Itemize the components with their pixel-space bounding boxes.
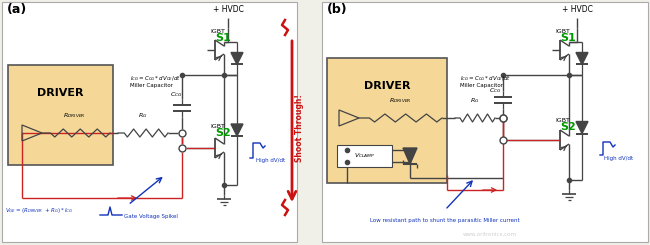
Text: + HVDC: + HVDC [562,5,592,14]
Text: IGBT: IGBT [210,29,225,34]
Text: S1: S1 [560,33,576,43]
Text: DRIVER: DRIVER [364,81,410,91]
Text: IGBT: IGBT [555,118,570,123]
Text: + HVDC: + HVDC [213,5,244,14]
Polygon shape [576,122,588,134]
Text: DRIVER: DRIVER [37,88,84,98]
Text: High dV/dt: High dV/dt [604,156,633,161]
Text: www.oritronics.com: www.oritronics.com [463,232,517,237]
Text: Gate Voltage Spikel: Gate Voltage Spikel [124,214,178,219]
Text: $I_{CG}=C_{CG}*dV_{CE}/dt$: $I_{CG}=C_{CG}*dV_{CE}/dt$ [460,74,511,83]
Bar [8,65,113,165]
Text: $R_{DRIVER}$: $R_{DRIVER}$ [63,111,85,120]
Text: Shoot Through!: Shoot Through! [294,94,304,162]
Bar [327,58,447,183]
Text: $V_{CLAMP}$: $V_{CLAMP}$ [354,152,375,160]
Polygon shape [576,52,588,64]
Text: Miller Capacitor: Miller Capacitor [460,83,503,88]
Text: $C_{CG}$: $C_{CG}$ [170,90,183,99]
Text: (b): (b) [327,3,348,16]
Text: S2: S2 [560,122,576,132]
Text: S2: S2 [215,128,231,138]
Polygon shape [231,124,243,136]
Text: High dV/dt: High dV/dt [256,158,285,163]
Text: IGBT: IGBT [210,124,225,129]
Bar [337,145,392,167]
Text: $R_G$: $R_G$ [470,96,480,105]
Text: $R_{DRIVER}$: $R_{DRIVER}$ [389,96,411,105]
Text: $V_{GE}=(R_{DRIVER}\ +R_G)*I_{CG}$: $V_{GE}=(R_{DRIVER}\ +R_G)*I_{CG}$ [5,206,73,215]
Text: $R_G$: $R_G$ [138,111,148,120]
Polygon shape [231,52,243,64]
Text: Miller Capacitor: Miller Capacitor [130,83,173,88]
Text: (a): (a) [7,3,27,16]
Text: IGBT: IGBT [555,29,570,34]
Text: S1: S1 [215,33,231,43]
Text: Low resistant path to shunt the parasitic Miller current: Low resistant path to shunt the parasiti… [370,218,519,223]
Text: $C_{CG}$: $C_{CG}$ [489,86,502,95]
Bar [322,2,648,242]
Bar [2,2,297,242]
Text: $I_{CG}=C_{CG}*dV_{CE}/dt$: $I_{CG}=C_{CG}*dV_{CE}/dt$ [130,74,181,83]
Polygon shape [403,148,417,164]
